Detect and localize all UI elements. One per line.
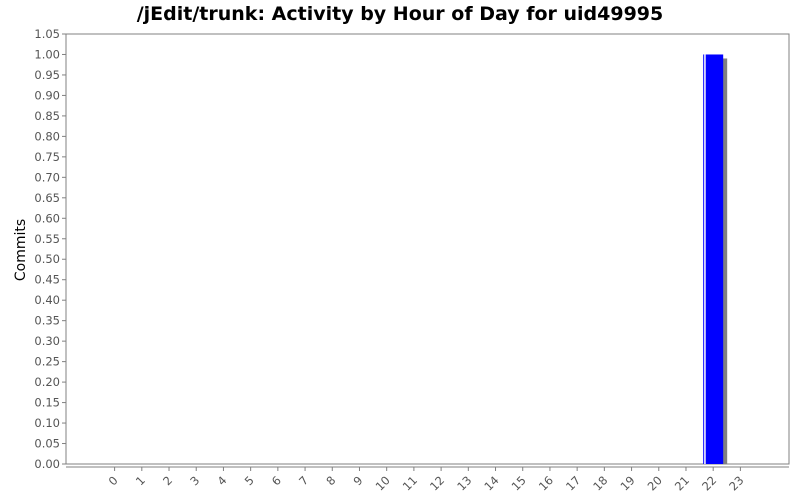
x-tick-label: 23 — [726, 473, 746, 493]
x-tick-label: 21 — [672, 473, 692, 493]
x-tick-label: 19 — [617, 473, 637, 493]
y-tick-label: 0.60 — [34, 211, 60, 225]
x-tick-label: 2 — [160, 473, 175, 488]
y-tick-label: 0.55 — [34, 232, 60, 246]
x-tick-label: 14 — [481, 473, 501, 493]
y-axis: 0.00 0.05 0.10 0.15 0.20 0.25 0.30 0.35 0.40 0.45… — [34, 27, 66, 471]
x-tick-label: 13 — [454, 473, 474, 493]
y-tick-label: 0.35 — [34, 314, 60, 328]
x-tick-label: 3 — [187, 473, 202, 488]
y-tick-label: 0.85 — [34, 109, 60, 123]
y-tick-label: 0.80 — [34, 129, 60, 143]
x-tick-label: 20 — [645, 473, 665, 493]
x-axis: 0 1 2 3 4 5 6 7 8 9 10 11 12 13 14 15 16 17 18 19 20 21 22 23 — [66, 466, 789, 493]
chart-title: /jEdit/trunk: Activity by Hour of Day fo… — [136, 3, 664, 25]
y-tick-label: 0.25 — [34, 355, 60, 369]
x-tick-label: 16 — [536, 473, 556, 493]
y-tick-label: 0.20 — [34, 375, 60, 389]
y-tick-label: 0.15 — [34, 396, 60, 410]
y-tick-label: 0.50 — [34, 252, 60, 266]
x-tick-label: 6 — [269, 473, 284, 488]
y-tick-label: 0.90 — [34, 88, 60, 102]
x-tick-label: 12 — [427, 473, 447, 493]
x-tick-label: 10 — [373, 473, 393, 493]
y-tick-label: 0.65 — [34, 191, 60, 205]
y-tick-label: 0.00 — [34, 457, 60, 471]
y-tick-label: 0.75 — [34, 150, 60, 164]
y-tick-label: 0.95 — [34, 68, 60, 82]
y-tick-label: 0.40 — [34, 293, 60, 307]
x-tick-label: 5 — [242, 473, 257, 488]
bar-hour-22 — [703, 54, 724, 464]
bar-highlight — [704, 54, 706, 464]
y-tick-label: 0.30 — [34, 334, 60, 348]
y-tick-label: 0.05 — [34, 437, 60, 451]
bars — [703, 54, 728, 464]
y-tick-label: 0.45 — [34, 273, 60, 287]
x-tick-label: 7 — [296, 473, 311, 488]
plot-area — [65, 33, 790, 465]
x-tick-label: 9 — [351, 473, 366, 488]
y-tick-label: 0.10 — [34, 416, 60, 430]
x-tick-label: 22 — [699, 473, 719, 493]
y-tick-label: 0.70 — [34, 170, 60, 184]
x-tick-label: 17 — [563, 473, 583, 493]
x-tick-label: 15 — [509, 473, 529, 493]
x-tick-label: 4 — [214, 473, 229, 488]
y-tick-label: 1.00 — [34, 47, 60, 61]
x-tick-label: 1 — [133, 473, 148, 488]
x-tick-label: 11 — [400, 473, 420, 493]
x-tick-label: 18 — [590, 473, 610, 493]
x-tick-label: 0 — [106, 473, 121, 488]
y-tick-label: 1.05 — [34, 27, 60, 41]
x-tick-label: 8 — [323, 473, 338, 488]
